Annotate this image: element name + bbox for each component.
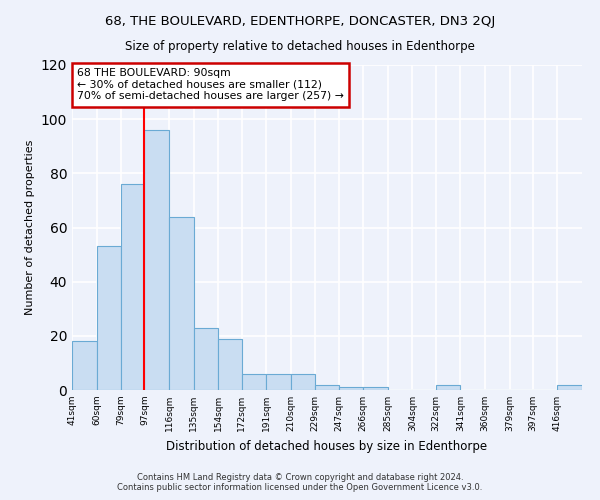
Bar (97, 246, 121, 390)
Text: Size of property relative to detached houses in Edenthorpe: Size of property relative to detached ho… (125, 40, 475, 53)
Bar (291, 374, 316, 390)
X-axis label: Distribution of detached houses by size in Edenthorpe: Distribution of detached houses by size … (166, 440, 488, 452)
Text: 68 THE BOULEVARD: 90sqm
← 30% of detached houses are smaller (112)
70% of semi-d: 68 THE BOULEVARD: 90sqm ← 30% of detache… (77, 68, 344, 102)
Bar (242, 374, 266, 390)
Bar (145, 130, 169, 390)
Text: Contains HM Land Registry data © Crown copyright and database right 2024.
Contai: Contains HM Land Registry data © Crown c… (118, 473, 482, 492)
Bar (169, 216, 194, 390)
Bar (363, 388, 388, 390)
Bar (266, 374, 291, 390)
Text: 68, THE BOULEVARD, EDENTHORPE, DONCASTER, DN3 2QJ: 68, THE BOULEVARD, EDENTHORPE, DONCASTER… (105, 15, 495, 28)
Bar (194, 328, 218, 390)
Bar (72, 341, 97, 390)
Y-axis label: Number of detached properties: Number of detached properties (25, 140, 35, 315)
Bar (316, 384, 338, 390)
Bar (436, 384, 460, 390)
Bar (338, 388, 363, 390)
Bar (557, 384, 582, 390)
Bar (121, 184, 145, 390)
Bar (218, 338, 242, 390)
